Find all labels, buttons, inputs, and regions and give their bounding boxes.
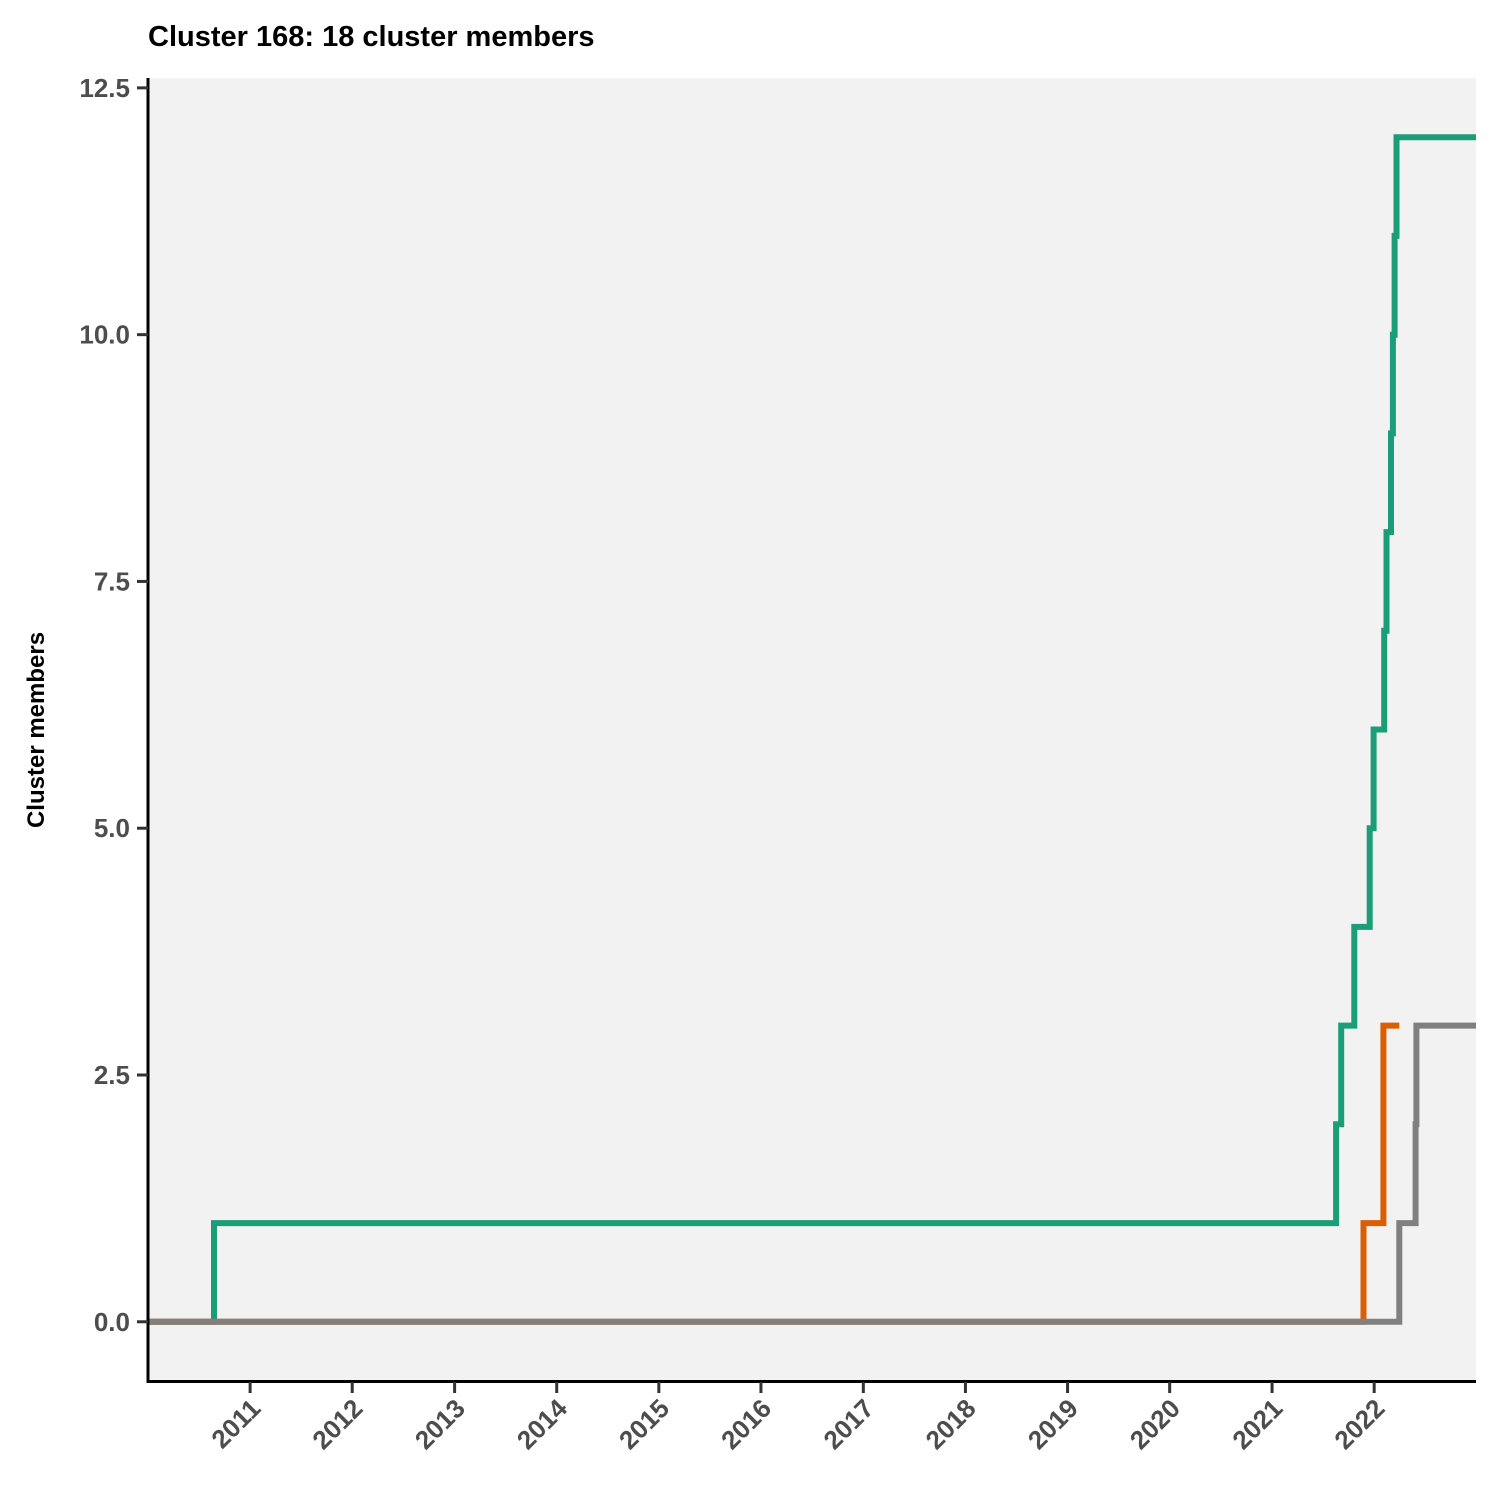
y-tick-label: 7.5	[94, 566, 130, 596]
x-tick-label: 2020	[1124, 1393, 1186, 1455]
y-axis-label: Cluster members	[23, 632, 50, 828]
series-line-1	[148, 134, 1476, 1325]
y-tick-label: 10.0	[79, 320, 130, 350]
x-tick-label: 2021	[1226, 1393, 1288, 1455]
x-tick-label: 2022	[1328, 1393, 1390, 1455]
x-tick-label: 2014	[511, 1393, 573, 1455]
x-tick-label: 2017	[817, 1393, 879, 1455]
y-tick-label: 12.5	[79, 73, 130, 103]
y-tick-label: 0.0	[94, 1307, 130, 1337]
y-ticks: 0.0 2.5 5.0 7.5 10.0 12.5	[79, 73, 148, 1337]
chart-title: Cluster 168: 18 cluster members	[148, 21, 595, 53]
y-tick-label: 2.5	[94, 1060, 130, 1090]
y-tick-label: 5.0	[94, 813, 130, 843]
x-tick-label: 2016	[715, 1393, 777, 1455]
x-tick-label: 2018	[920, 1393, 982, 1455]
x-ticks: 2011 2012 2013 2014 2015 2016 2017 2018 2019 2020…	[205, 1382, 1390, 1455]
x-tick-label: 2013	[409, 1393, 471, 1455]
series-layer	[148, 134, 1476, 1325]
plot-panel	[148, 78, 1476, 1381]
series-line-3	[148, 1022, 1476, 1325]
x-tick-label: 2015	[613, 1393, 675, 1455]
x-tick-label: 2019	[1022, 1393, 1084, 1455]
x-tick-label: 2012	[306, 1393, 368, 1455]
x-tick-label: 2011	[205, 1393, 266, 1454]
